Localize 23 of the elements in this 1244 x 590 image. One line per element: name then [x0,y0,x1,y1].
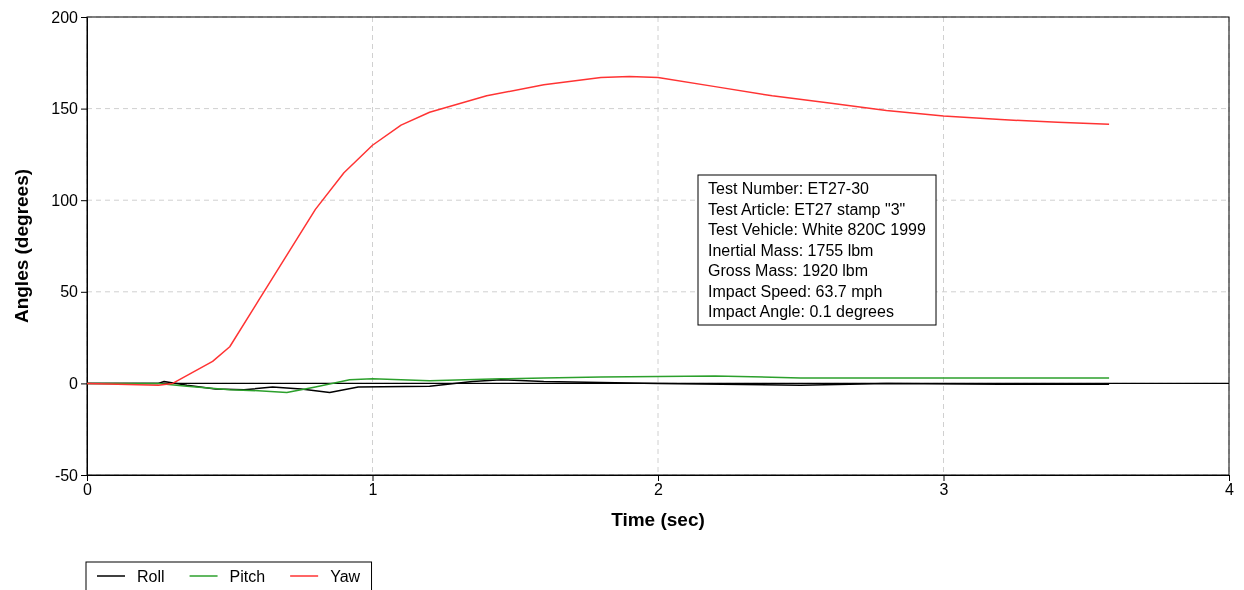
x-axis-title: Time (sec) [611,509,705,530]
x-tick-label: 1 [368,481,378,499]
annotation: Test Article: ET27 stamp "3" [708,200,906,218]
x-tick-label: 2 [654,481,664,499]
annotation: Impact Speed: 63.7 mph [708,282,883,300]
y-tick-label: 50 [60,283,79,301]
y-tick-label: 150 [51,100,79,118]
y-tick-label: 200 [51,8,79,26]
legend-label: Pitch [229,568,266,585]
x-tick-label: 3 [939,481,949,499]
y-axis-title: Angles (degrees) [11,168,32,324]
x-tick-label: 0 [83,481,93,499]
y-tick-label: 100 [51,191,79,209]
y-tick-label: 0 [69,375,79,393]
annotation: Test Number: ET27-30 [708,180,870,197]
legend-label: Roll [137,568,165,585]
legend-label: Yaw [330,568,361,585]
annotation: Impact Angle: 0.1 degrees [708,303,894,320]
x-tick-label: 4 [1225,481,1235,499]
annotation: Inertial Mass: 1755 lbm [708,241,874,259]
y-tick-label: -50 [54,466,79,484]
annotation: Gross Mass: 1920 lbm [708,262,869,279]
annotation: Test Vehicle: White 820C 1999 [708,221,927,238]
